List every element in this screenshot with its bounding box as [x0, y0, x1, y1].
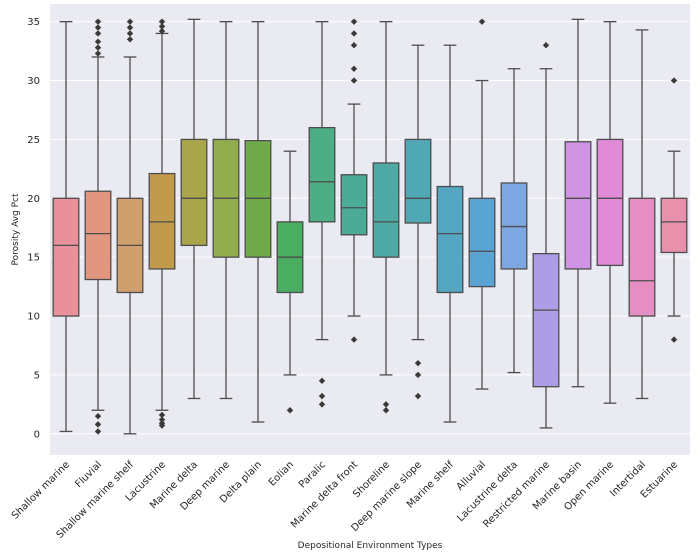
outlier-point: [350, 65, 358, 72]
outlier-point: [478, 18, 486, 25]
outlier-point: [94, 421, 102, 428]
outlier-point: [318, 401, 326, 408]
box-iqr: [596, 138, 624, 267]
outlier-point: [350, 42, 358, 49]
x-tick-label: Shallow marine: [10, 459, 72, 521]
plot-background: [50, 4, 690, 455]
outlier-point: [126, 24, 134, 31]
box-iqr: [532, 252, 560, 388]
box-group: [212, 21, 240, 400]
box-iqr: [660, 197, 688, 254]
box-group: [404, 44, 432, 400]
outlier-point: [382, 407, 390, 414]
box-group: [564, 18, 592, 388]
y-tick-label: 25: [27, 135, 40, 146]
box-iqr: [84, 190, 112, 281]
outlier-point: [126, 36, 134, 43]
y-tick-label: 0: [34, 429, 40, 440]
box-iqr: [340, 174, 368, 236]
box-iqr: [308, 126, 336, 223]
box-iqr: [180, 138, 208, 247]
outlier-point: [158, 416, 166, 423]
box-iqr: [404, 138, 432, 224]
box-group: [372, 21, 400, 414]
box-group: [180, 18, 208, 400]
outlier-point: [158, 422, 166, 429]
box-group: [436, 44, 464, 423]
y-tick-label: 10: [27, 312, 40, 323]
y-tick-labels: 0 5 10 15 20 25 30 35: [27, 17, 40, 440]
y-tick-label: 5: [34, 370, 40, 381]
outlier-point: [286, 407, 294, 414]
outlier-point: [414, 359, 422, 367]
box-group: [84, 18, 112, 435]
box-group: [660, 77, 688, 343]
outlier-point: [126, 30, 134, 37]
box-group: [276, 150, 304, 414]
outlier-point: [670, 336, 678, 343]
outlier-point: [94, 412, 102, 420]
box-group: [244, 21, 272, 423]
outlier-point: [94, 18, 102, 25]
x-tick-label: Eolian: [267, 459, 296, 488]
outlier-point: [670, 77, 678, 84]
box-iqr: [436, 185, 464, 294]
outlier-point: [414, 392, 422, 400]
outlier-point: [382, 401, 390, 408]
boxes: [52, 18, 688, 435]
outlier-point: [350, 336, 358, 343]
y-tick-label: 35: [27, 17, 40, 28]
outlier-point: [94, 44, 102, 51]
outlier-point: [318, 392, 326, 400]
y-tick-label: 20: [27, 194, 40, 205]
outlier-point: [318, 377, 326, 385]
box-iqr: [468, 197, 496, 288]
x-tick-label: Lacustrine delta: [455, 459, 520, 524]
y-axis-label: Porosity Avg Pct: [11, 193, 21, 265]
box-iqr: [52, 197, 80, 317]
x-axis-label: Depositional Environment Types: [298, 541, 443, 551]
outlier-point: [158, 23, 166, 30]
outlier-point: [94, 50, 102, 57]
box-group: [308, 21, 336, 408]
outlier-point: [350, 30, 358, 37]
box-iqr: [564, 141, 592, 270]
outlier-point: [158, 27, 166, 35]
box-iqr: [628, 197, 656, 317]
outlier-point: [94, 428, 102, 435]
box-group: [596, 21, 624, 404]
box-group: [148, 18, 176, 429]
outlier-point: [542, 42, 550, 49]
box-group: [52, 21, 80, 433]
outlier-point: [158, 18, 166, 25]
box-group: [116, 18, 144, 435]
box-group: [532, 42, 560, 429]
y-tick-label: 15: [27, 253, 40, 264]
outlier-point: [158, 411, 166, 419]
outlier-point: [350, 77, 358, 84]
outlier-point: [414, 371, 422, 379]
outlier-point: [350, 18, 358, 25]
box-group: [628, 29, 656, 400]
outlier-point: [94, 38, 102, 45]
outlier-point: [94, 24, 102, 31]
y-tick-label: 30: [27, 76, 40, 87]
box-iqr: [372, 162, 400, 258]
x-tick-label: Fluvial: [73, 459, 104, 490]
x-tick-label: Paralic: [297, 459, 328, 490]
outlier-point: [126, 18, 134, 25]
box-group: [500, 68, 528, 374]
box-group: [468, 18, 496, 390]
outlier-point: [94, 30, 102, 37]
box-group: [340, 18, 368, 343]
